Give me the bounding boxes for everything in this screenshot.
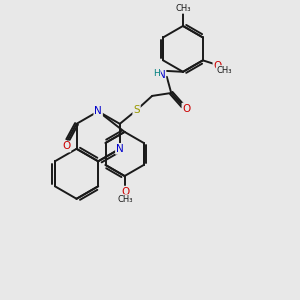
Text: O: O bbox=[182, 103, 190, 114]
Text: S: S bbox=[133, 105, 140, 115]
Text: O: O bbox=[121, 187, 129, 196]
Text: H: H bbox=[153, 69, 160, 78]
Text: O: O bbox=[62, 142, 70, 152]
Text: N: N bbox=[94, 106, 102, 116]
Text: CH₃: CH₃ bbox=[118, 195, 133, 204]
Text: N: N bbox=[116, 144, 124, 154]
Text: CH₃: CH₃ bbox=[217, 66, 232, 75]
Text: CH₃: CH₃ bbox=[175, 4, 191, 13]
Text: O: O bbox=[213, 61, 222, 71]
Text: N: N bbox=[158, 70, 165, 80]
